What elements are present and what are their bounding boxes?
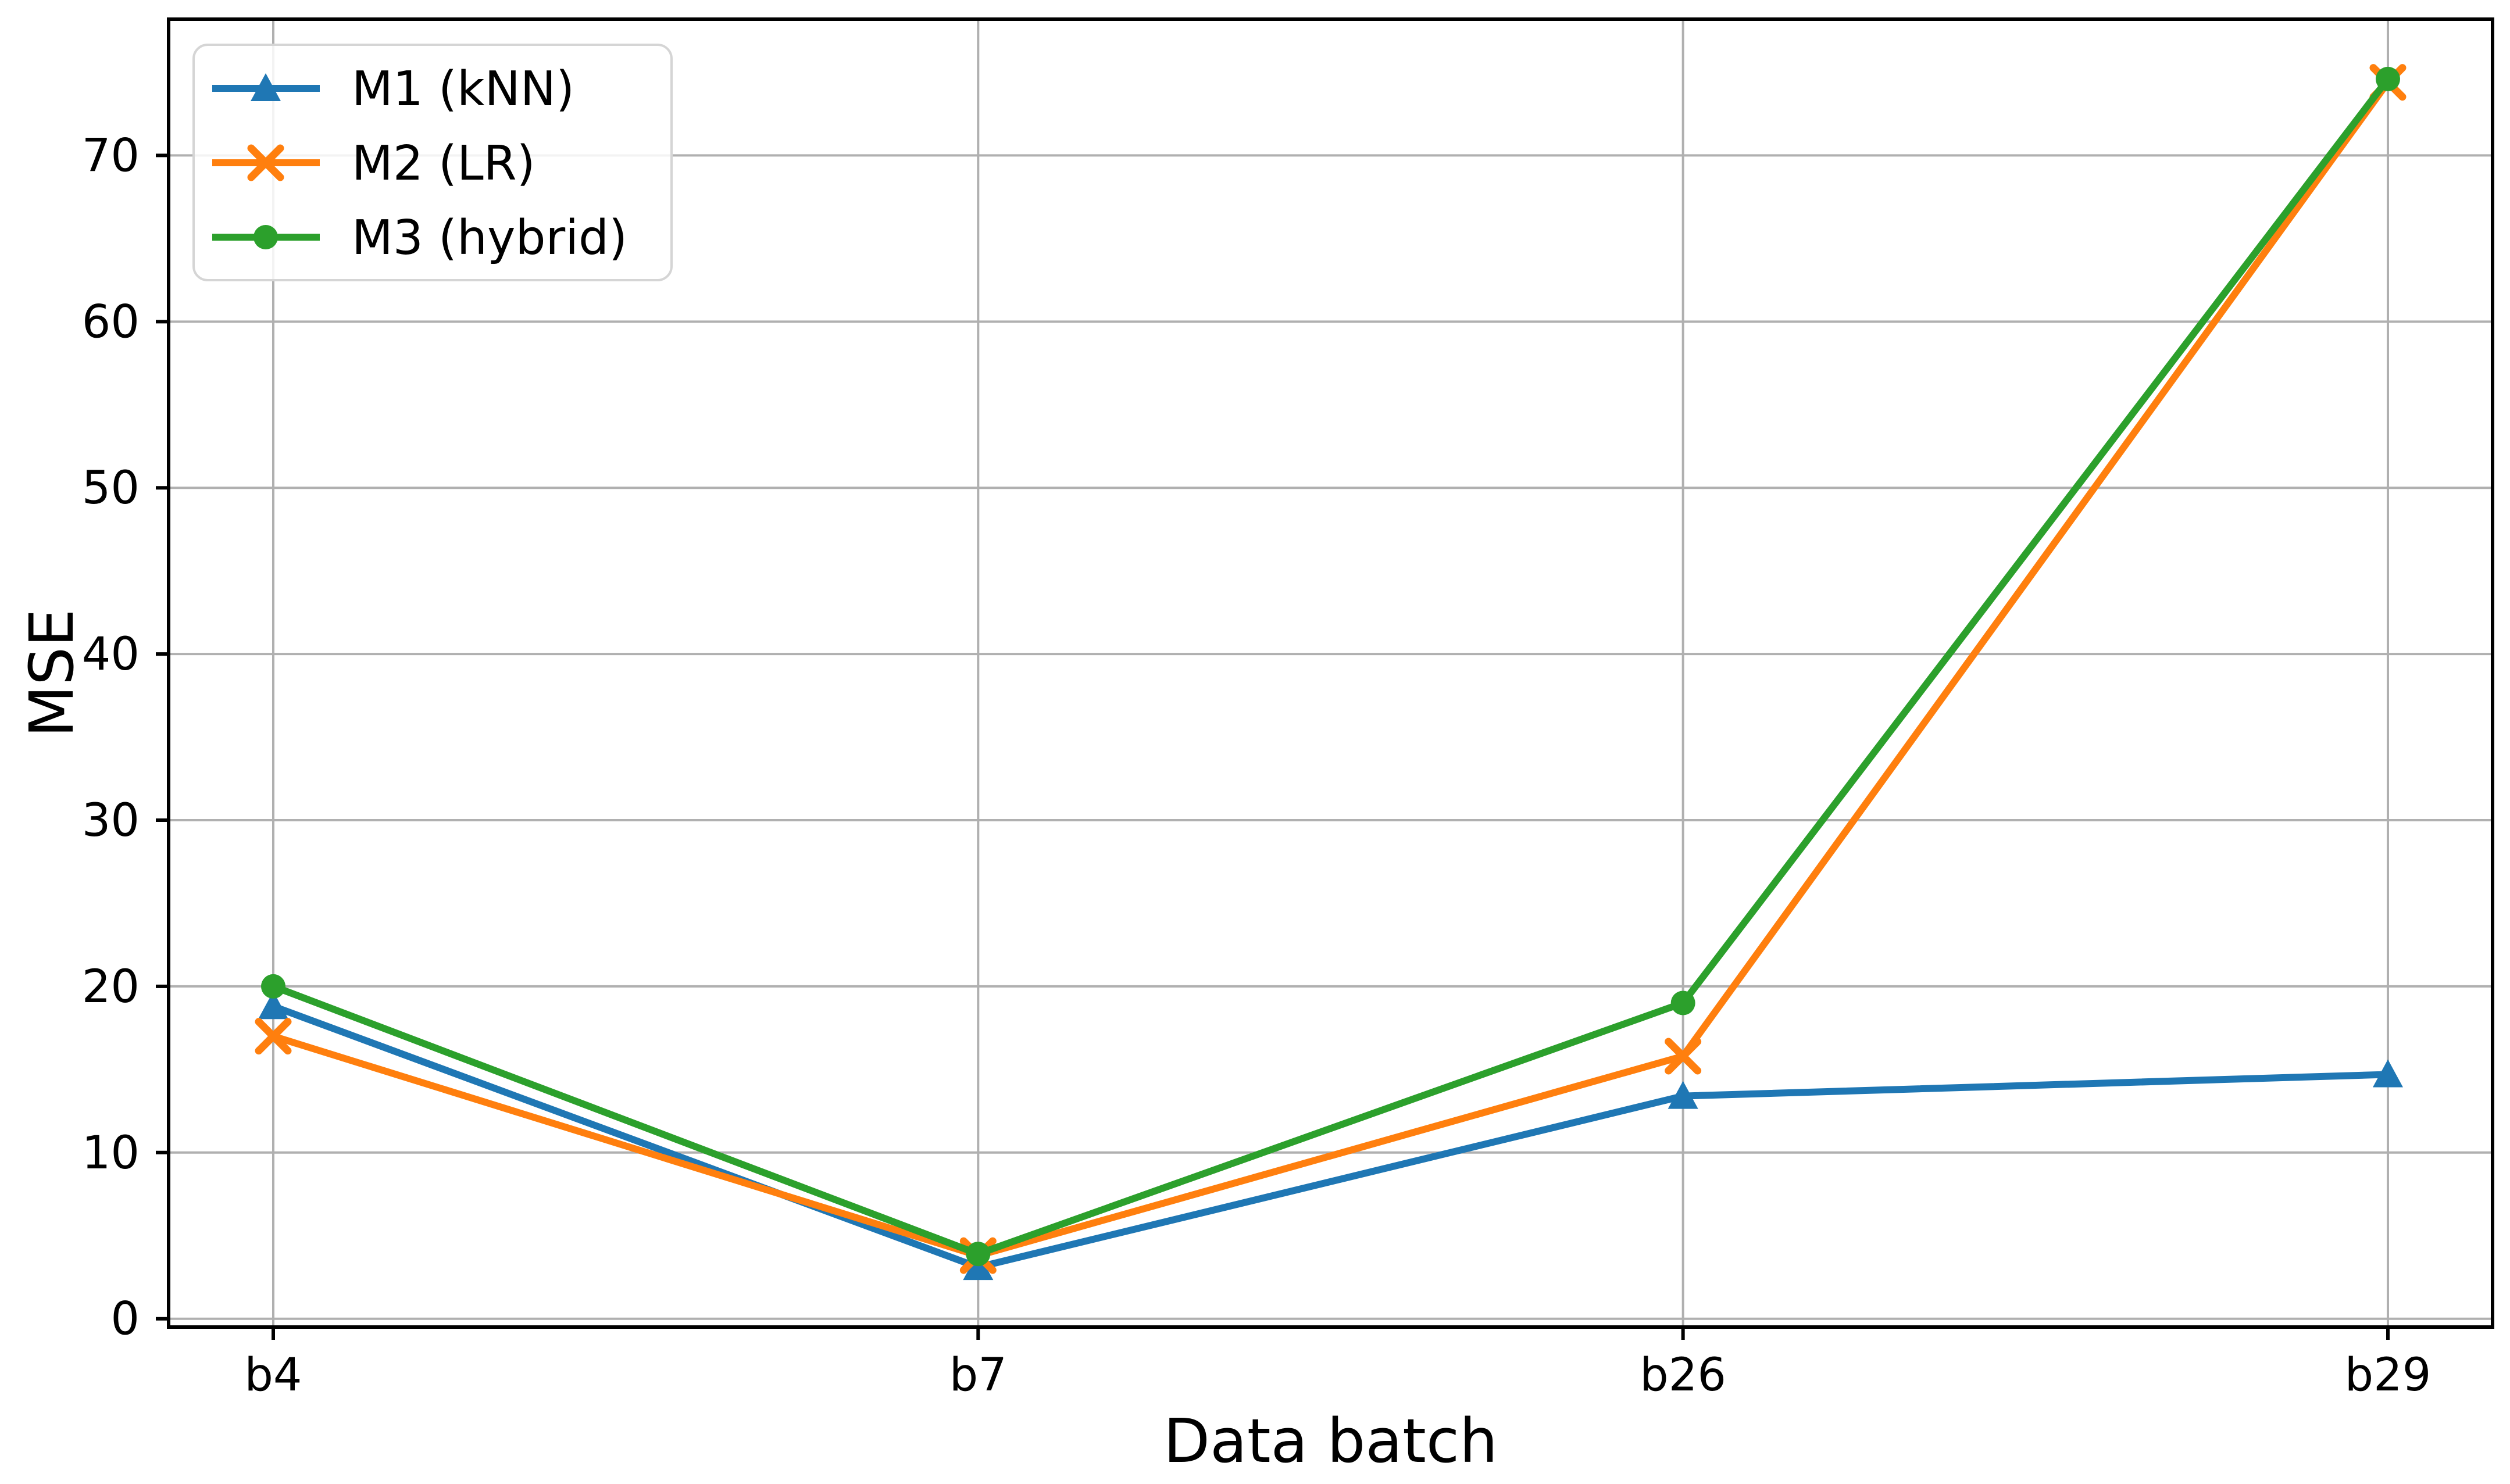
- x-tick-label: b7: [949, 1349, 1007, 1401]
- series-m1-knn-: [258, 991, 2403, 1281]
- marker-x: [247, 144, 284, 181]
- marker-x: [255, 1018, 292, 1055]
- y-tick-label: 60: [82, 296, 140, 348]
- y-axis-label: MSE: [16, 609, 87, 737]
- legend-item: M3 (hybrid): [212, 210, 627, 266]
- marker-triangle: [258, 991, 288, 1020]
- x-axis-label: Data batch: [1163, 1406, 1498, 1476]
- series-line: [272, 1003, 2388, 1271]
- series-line: [272, 80, 2391, 1260]
- marker-x: [1665, 1038, 1702, 1075]
- legend-item: M1 (kNN): [212, 62, 574, 117]
- y-tick-label: 50: [82, 462, 140, 514]
- y-tick-label: 10: [82, 1127, 140, 1179]
- x-tick-label: b4: [244, 1349, 302, 1401]
- y-tick-label: 30: [82, 795, 140, 847]
- marker-triangle: [2372, 1059, 2403, 1088]
- ticks: [156, 153, 2390, 1340]
- legend-box: [192, 44, 673, 281]
- legend-label: M2 (LR): [352, 136, 535, 191]
- marker-circle: [261, 974, 285, 999]
- marker-circle: [1670, 990, 1695, 1015]
- x-tick-label: b29: [2345, 1349, 2432, 1401]
- legend: M1 (kNN) M2 (LR) M3 (hybrid): [192, 44, 673, 281]
- y-tick-label: 0: [110, 1293, 140, 1346]
- marker-circle: [2375, 66, 2400, 91]
- y-tick-label: 20: [82, 961, 140, 1013]
- y-tick-label: 70: [82, 130, 140, 182]
- y-tick-label: 40: [82, 628, 140, 681]
- legend-label: M1 (kNN): [352, 62, 574, 117]
- series-m3-hybrid-: [261, 66, 2400, 1267]
- series-line: [272, 77, 2391, 1258]
- gridlines: [169, 19, 2493, 1327]
- marker-circle: [966, 1242, 991, 1267]
- x-tick-label: b26: [1640, 1349, 1726, 1401]
- marker-triangle: [251, 73, 281, 101]
- marker-triangle: [1668, 1081, 1698, 1109]
- legend-item: M2 (LR): [212, 136, 535, 191]
- legend-label: M3 (hybrid): [352, 210, 627, 266]
- marker-circle: [254, 225, 278, 249]
- plot-border: [167, 17, 2494, 1329]
